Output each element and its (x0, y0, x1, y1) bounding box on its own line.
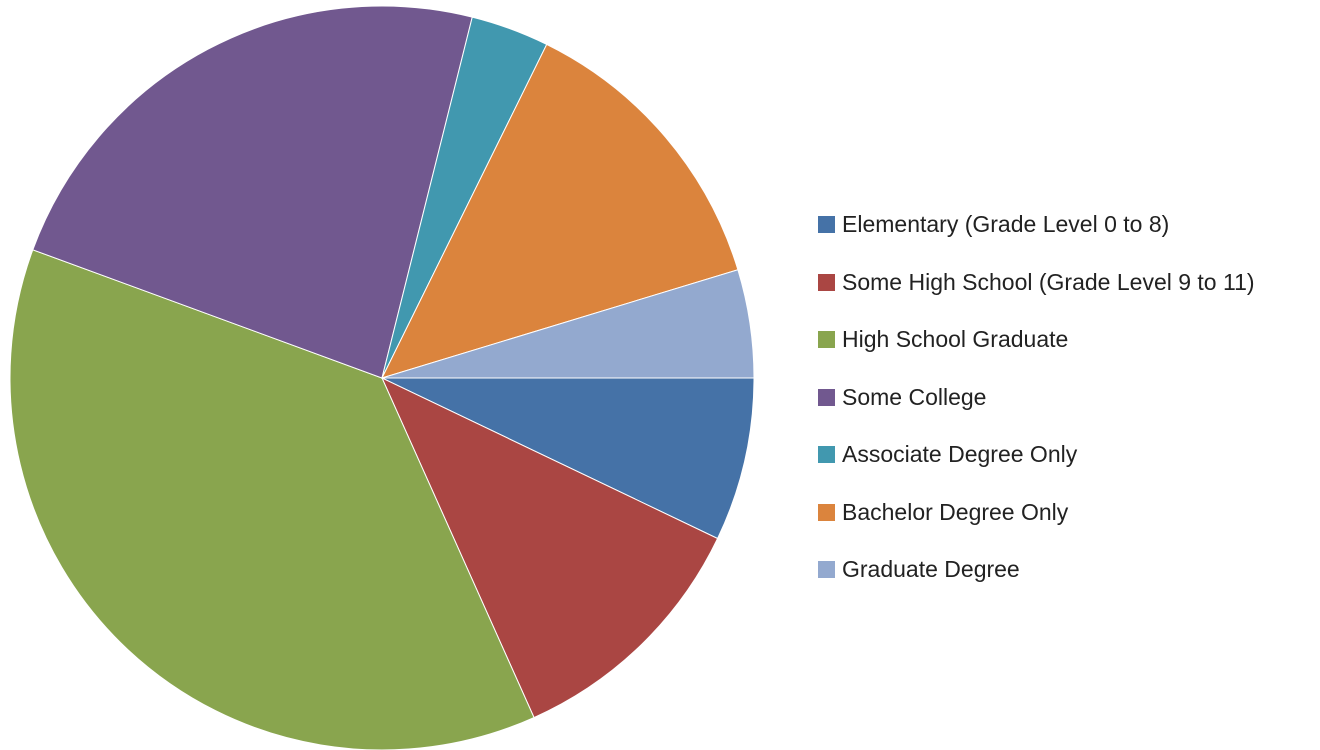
legend-swatch-associate-degree (818, 446, 835, 464)
legend-item-bachelor-degree: Bachelor Degree Only (818, 484, 1255, 542)
pie-slice-elementary (381, 377, 755, 540)
pie-slice-graduate-degree (381, 269, 755, 379)
legend-label-high-school-graduate: High School Graduate (842, 326, 1069, 353)
legend-label-some-college: Some College (842, 383, 987, 410)
legend-item-associate-degree: Associate Degree Only (818, 426, 1255, 484)
legend-label-some-high-school: Some High School (Grade Level 9 to 11) (842, 268, 1255, 295)
legend-label-graduate-degree: Graduate Degree (842, 556, 1020, 583)
pie-slice-bachelor-degree (381, 43, 739, 379)
legend-item-graduate-degree: Graduate Degree (818, 541, 1255, 599)
legend-item-high-school-graduate: High School Graduate (818, 311, 1255, 369)
chart-legend: Elementary (Grade Level 0 to 8) Some Hig… (818, 196, 1255, 599)
legend-item-some-college: Some College (818, 369, 1255, 427)
legend-label-bachelor-degree: Bachelor Degree Only (842, 498, 1069, 525)
legend-swatch-elementary (818, 216, 835, 234)
legend-item-some-high-school: Some High School (Grade Level 9 to 11) (818, 254, 1255, 312)
pie-slice-some-high-school (380, 376, 719, 719)
legend-swatch-high-school-graduate (818, 331, 835, 349)
legend-item-elementary: Elementary (Grade Level 0 to 8) (818, 196, 1255, 254)
legend-swatch-bachelor-degree (818, 503, 835, 521)
legend-label-associate-degree: Associate Degree Only (842, 441, 1078, 468)
pie-slice-high-school-graduate (9, 249, 535, 750)
pie-slice-some-college (32, 5, 473, 379)
legend-swatch-some-high-school (818, 273, 835, 291)
legend-swatch-some-college (818, 388, 835, 406)
legend-swatch-graduate-degree (818, 561, 835, 579)
legend-label-elementary: Elementary (Grade Level 0 to 8) (842, 211, 1170, 238)
